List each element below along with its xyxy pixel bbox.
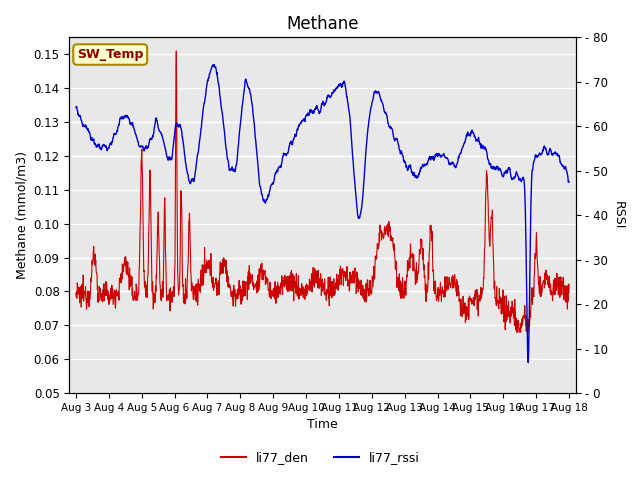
Title: Methane: Methane	[286, 15, 359, 33]
Y-axis label: RSSI: RSSI	[612, 201, 625, 229]
Text: SW_Temp: SW_Temp	[77, 48, 143, 61]
X-axis label: Time: Time	[307, 419, 338, 432]
Legend: li77_den, li77_rssi: li77_den, li77_rssi	[216, 446, 424, 469]
Y-axis label: Methane (mmol/m3): Methane (mmol/m3)	[15, 151, 28, 279]
